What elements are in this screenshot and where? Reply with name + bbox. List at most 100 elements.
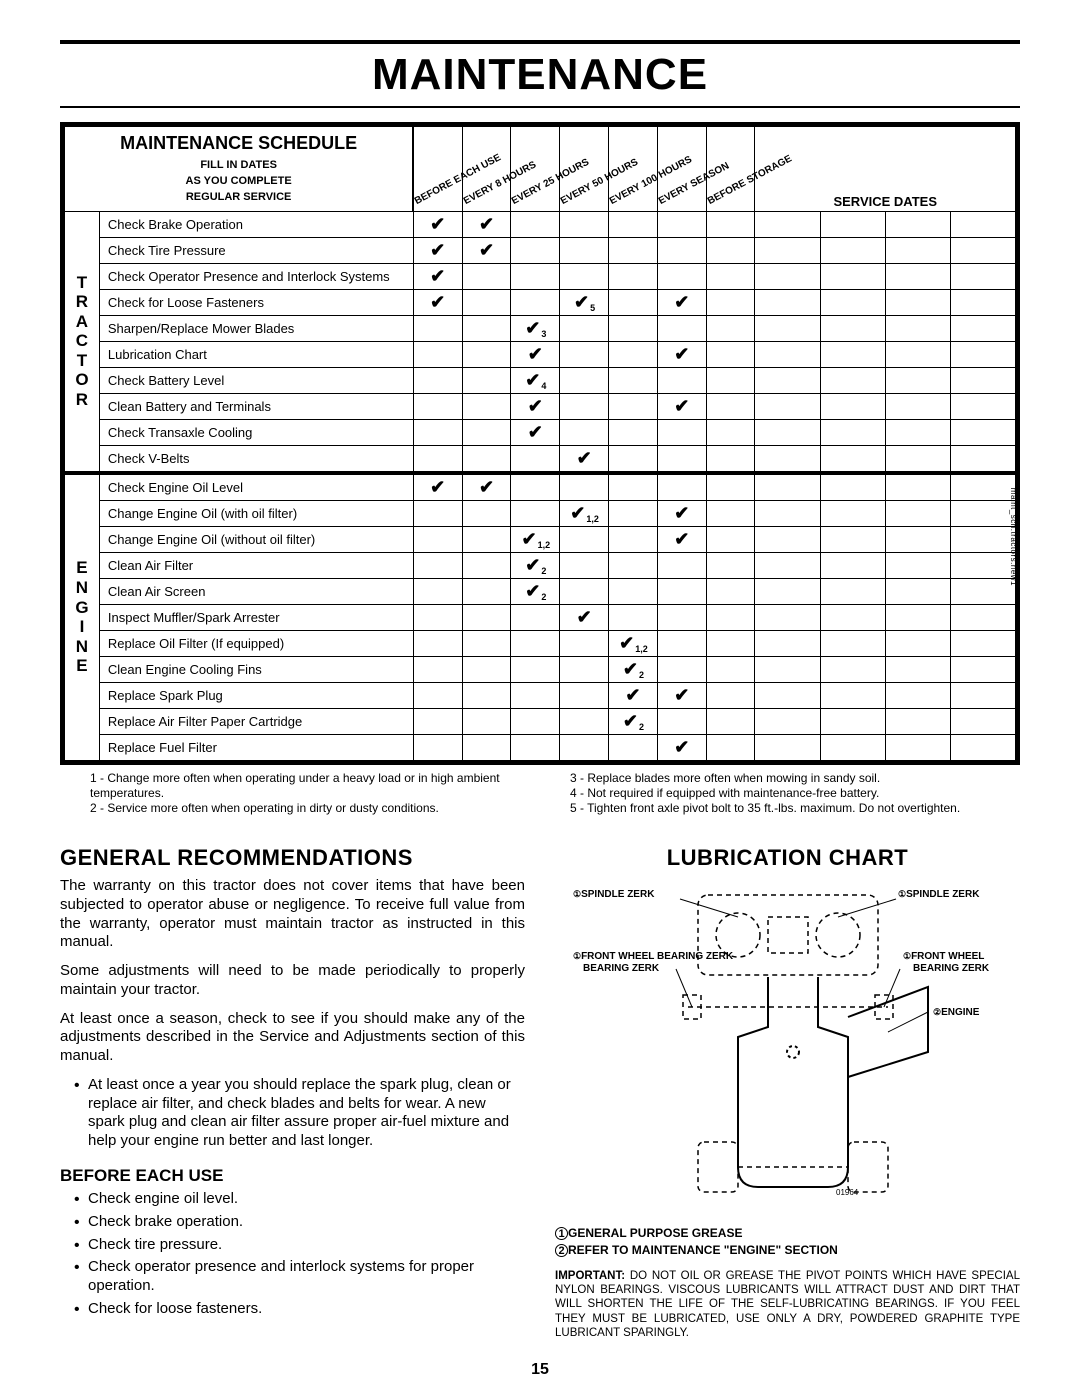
service-date-cell [820,445,885,473]
svg-text:①FRONT WHEEL BEARING ZERK: ①FRONT WHEEL BEARING ZERK [573,951,734,962]
check-cell: ✔ [657,341,706,367]
service-date-cell [820,263,885,289]
check-cell [413,500,462,526]
check-cell: ✔ [413,289,462,315]
check-cell [609,552,658,578]
check-cell [609,419,658,445]
general-recommendations-heading: GENERAL RECOMMENDATIONS [60,844,525,872]
check-cell: ✔1,2 [560,500,609,526]
check-cell [560,734,609,760]
service-date-cell [950,604,1015,630]
service-date-cell [950,367,1015,393]
check-cell: ✔ [657,682,706,708]
svg-text:BEARING ZERK: BEARING ZERK [583,963,660,974]
service-date-cell [950,211,1015,237]
check-cell [657,315,706,341]
service-date-cell [820,604,885,630]
service-date-cell [755,473,820,501]
service-date-cell [820,289,885,315]
service-date-cell [885,630,950,656]
list-item: Check tire pressure. [74,1236,525,1255]
task-cell: Replace Spark Plug [99,682,413,708]
check-cell: ✔ [413,211,462,237]
task-cell: Clean Battery and Terminals [99,393,413,419]
check-cell [560,552,609,578]
service-date-cell [755,500,820,526]
check-cell [511,289,560,315]
check-cell [560,237,609,263]
service-date-cell [950,341,1015,367]
svg-text:②ENGINE: ②ENGINE [933,1007,980,1018]
service-date-cell [885,289,950,315]
check-cell [706,526,755,552]
check-cell [413,341,462,367]
check-cell [657,656,706,682]
check-cell [511,500,560,526]
service-date-cell [755,237,820,263]
footnotes-right: 3 - Replace blades more often when mowin… [570,771,1010,816]
paragraph: At least once a season, check to see if … [60,1010,525,1066]
service-date-cell [820,393,885,419]
check-cell [462,708,511,734]
check-cell [560,656,609,682]
check-cell [462,289,511,315]
service-date-cell [755,419,820,445]
check-cell: ✔1,2 [609,630,658,656]
interval-header: EVERY 50 HOURS [560,127,609,212]
check-cell [609,341,658,367]
check-cell [560,315,609,341]
task-cell: Inspect Muffler/Spark Arrester [99,604,413,630]
check-cell [706,656,755,682]
service-date-cell [820,211,885,237]
service-date-cell [755,367,820,393]
check-cell [609,393,658,419]
service-date-cell [885,552,950,578]
task-cell: Change Engine Oil (without oil filter) [99,526,413,552]
lubrication-diagram: ①SPINDLE ZERK ①SPINDLE ZERK ①FRONT WHEEL… [568,877,1008,1217]
check-cell [706,500,755,526]
service-date-cell [885,315,950,341]
before-each-use-heading: BEFORE EACH USE [60,1165,525,1186]
task-cell: Check for Loose Fasteners [99,289,413,315]
check-cell [560,263,609,289]
service-date-cell [950,289,1015,315]
check-cell [462,263,511,289]
check-cell [609,263,658,289]
check-cell [511,604,560,630]
check-cell [657,211,706,237]
service-date-cell [820,473,885,501]
service-date-cell [950,630,1015,656]
check-cell [657,473,706,501]
service-date-cell [950,552,1015,578]
check-cell [462,734,511,760]
check-cell [413,734,462,760]
check-cell [609,526,658,552]
svg-text:BEARING ZERK: BEARING ZERK [913,963,990,974]
check-cell [560,526,609,552]
service-date-cell [885,682,950,708]
check-cell: ✔ [511,341,560,367]
check-cell: ✔2 [511,552,560,578]
check-cell [511,708,560,734]
service-date-cell [755,341,820,367]
list-item: Check for loose fasteners. [74,1300,525,1319]
interval-header: EVERY SEASON [657,127,706,212]
service-date-cell [755,445,820,473]
list-item: Check brake operation. [74,1213,525,1232]
check-cell [413,367,462,393]
task-cell: Clean Engine Cooling Fins [99,656,413,682]
check-cell [706,445,755,473]
service-date-cell [755,708,820,734]
service-date-cell [755,315,820,341]
check-cell: ✔ [413,263,462,289]
service-date-cell [755,393,820,419]
service-date-cell [755,630,820,656]
task-cell: Check Engine Oil Level [99,473,413,501]
check-cell [511,473,560,501]
service-date-cell [950,237,1015,263]
service-date-cell [820,341,885,367]
service-date-cell [820,578,885,604]
task-cell: Clean Air Filter [99,552,413,578]
service-date-cell [885,473,950,501]
check-cell [560,211,609,237]
